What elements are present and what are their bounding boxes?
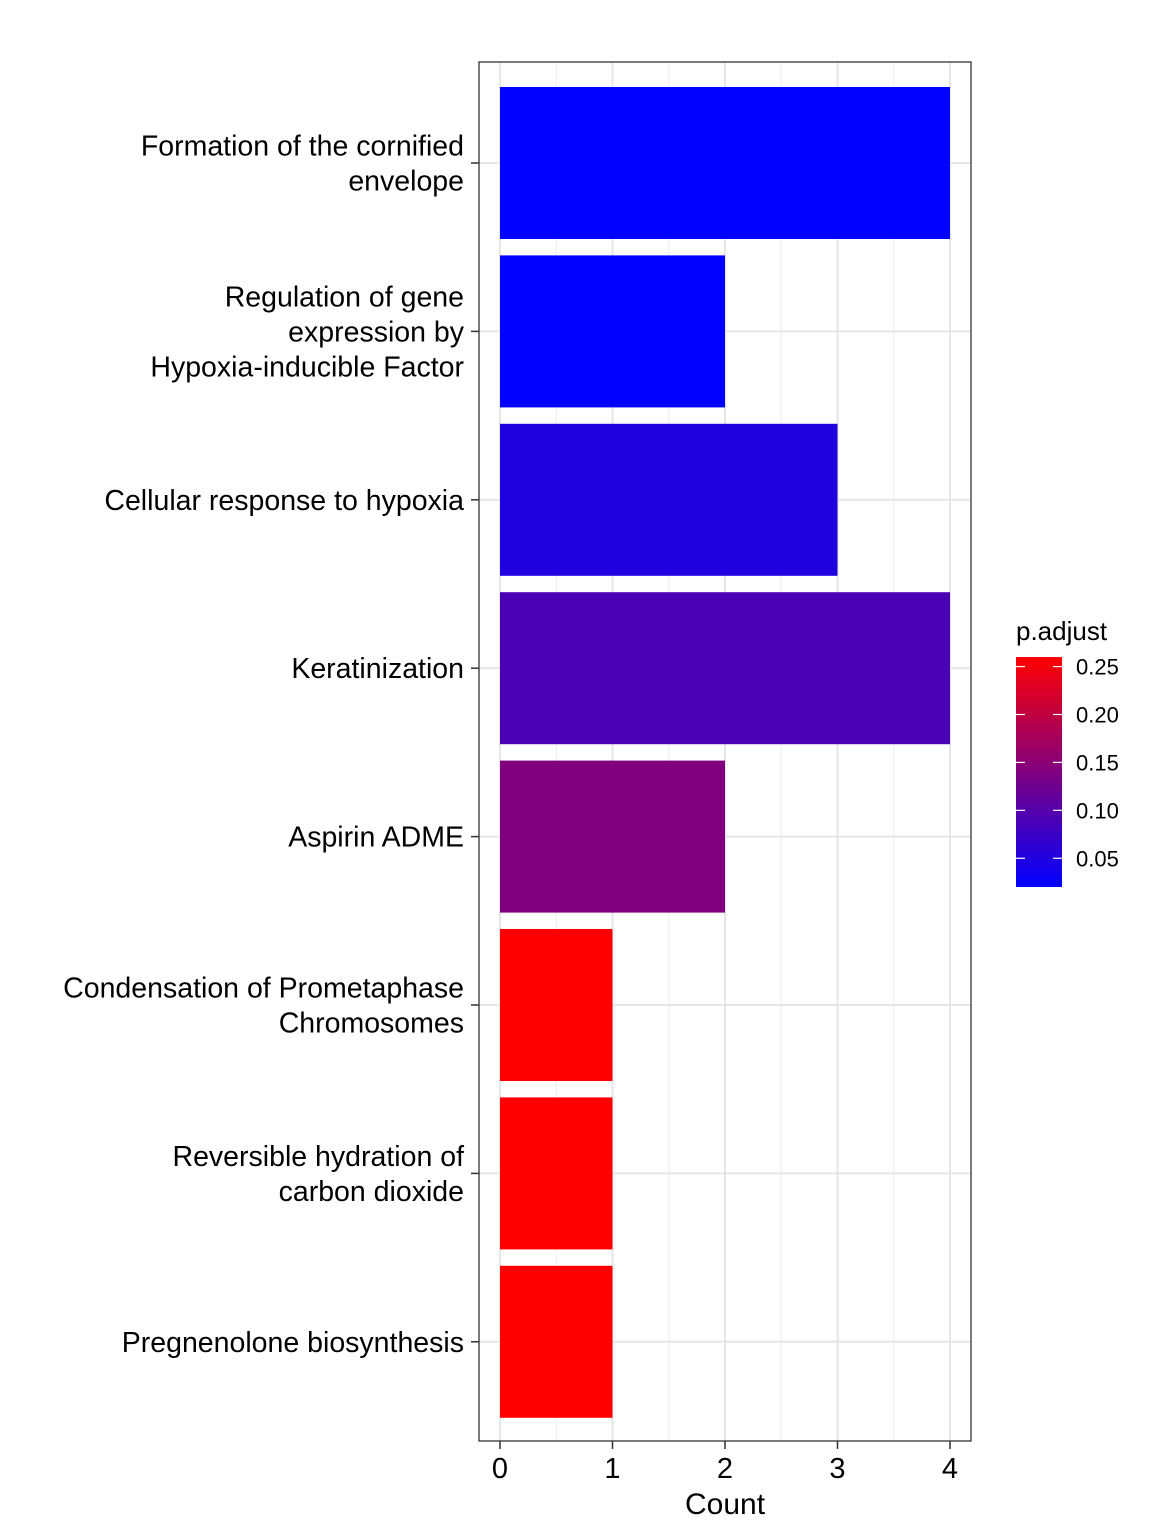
y-tick-label: Condensation of Prometaphase Chromosomes	[63, 973, 464, 1040]
y-tick-label-line: Pregnenolone biosynthesis	[122, 1327, 464, 1359]
y-tick-label-line: Formation of the cornified	[141, 131, 464, 163]
bars	[500, 87, 950, 1418]
x-tick-label: 0	[492, 1453, 508, 1485]
y-tick-label-line: Condensation of Prometaphase	[63, 973, 464, 1005]
legend: p.adjust 0.25 0.20 0.15 0.10 0.05	[1016, 616, 1119, 887]
y-tick-label: Reversible hydration of carbon dioxide	[173, 1141, 465, 1208]
x-axis-title: Count	[685, 1488, 766, 1521]
y-tick-label-line: Aspirin ADME	[288, 822, 464, 854]
y-tick-label-line: carbon dioxide	[279, 1176, 464, 1208]
legend-tick-label: 0.10	[1076, 798, 1119, 823]
y-tick-label-line: envelope	[348, 166, 464, 198]
x-tick-label: 1	[604, 1453, 620, 1485]
legend-tick-label: 0.05	[1076, 846, 1119, 871]
y-tick-label-line: Regulation of gene	[225, 281, 464, 313]
bar	[500, 1097, 613, 1250]
y-axis: Formation of the cornified envelope Regula…	[63, 131, 479, 1359]
bar	[500, 423, 838, 576]
legend-title: p.adjust	[1016, 616, 1108, 646]
y-tick-label-line: expression by	[288, 316, 465, 348]
y-tick-label: Regulation of gene expression by Hypoxia-i…	[150, 281, 464, 383]
bar	[500, 255, 725, 408]
y-tick-label: Formation of the cornified envelope	[141, 131, 464, 198]
x-tick-label: 2	[717, 1453, 733, 1485]
y-tick-label: Pregnenolone biosynthesis	[122, 1327, 464, 1359]
legend-tick-label: 0.25	[1076, 655, 1119, 680]
y-tick-label-line: Hypoxia-inducible Factor	[150, 351, 464, 383]
y-tick-label-line: Reversible hydration of	[173, 1141, 465, 1173]
y-tick-label: Aspirin ADME	[288, 822, 464, 854]
y-tick-label: Cellular response to hypoxia	[104, 485, 464, 517]
x-axis: 0 1 2 3 4	[492, 1441, 958, 1485]
legend-tick-label: 0.15	[1076, 750, 1119, 775]
x-tick-label: 3	[829, 1453, 845, 1485]
y-tick-label-line: Keratinization	[291, 653, 464, 685]
y-tick-label-line: Cellular response to hypoxia	[104, 485, 464, 517]
bar	[500, 592, 950, 745]
legend-tick-label: 0.20	[1076, 703, 1119, 728]
x-tick-label: 4	[942, 1453, 958, 1485]
legend-colorbar	[1016, 657, 1062, 887]
y-tick-label: Keratinization	[291, 653, 464, 685]
legend-ticks: 0.25 0.20 0.15 0.10 0.05	[1016, 655, 1119, 871]
bar	[500, 760, 725, 913]
bar	[500, 1265, 613, 1418]
bar	[500, 929, 613, 1081]
bar	[500, 87, 950, 239]
y-tick-label-line: Chromosomes	[279, 1008, 464, 1040]
